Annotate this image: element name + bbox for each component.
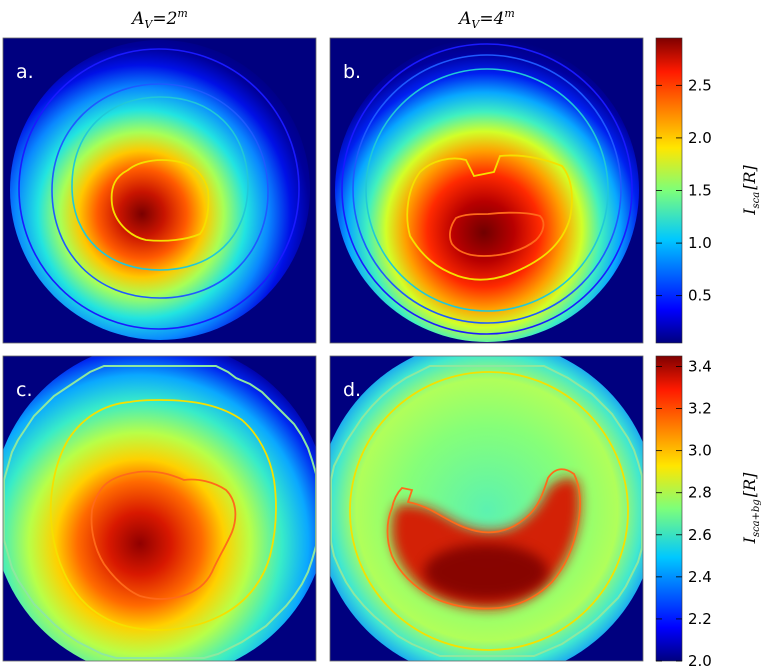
colorbar-bottom-tick-label: 2.0 <box>688 652 712 667</box>
contour-c-2.6 <box>3 365 316 659</box>
contour-b-2.0 <box>406 154 573 281</box>
heatmap-panel-a: a. <box>3 38 316 343</box>
contour-c-3.2 <box>90 470 237 600</box>
contour-d-3.2 <box>386 468 581 610</box>
colorbar-top-tick-label: 1.5 <box>688 182 712 200</box>
colorbar-bottom-tick-label: 3.0 <box>688 442 712 460</box>
colorbar-top-tick-label: 2.0 <box>688 129 712 147</box>
contour-a-1.0 <box>51 83 269 299</box>
contour-d-2.6 <box>330 365 643 657</box>
contour-b-1.5 <box>365 68 609 312</box>
colorbar-bottom-gradient <box>655 355 683 662</box>
intensity-field-d <box>330 356 643 661</box>
intensity-field-b <box>335 38 639 342</box>
colorbar-top-tick-label: 2.5 <box>688 76 712 94</box>
colorbar-bottom-tick-label: 3.2 <box>688 400 712 418</box>
colorbar-top-label: Isca[R] <box>740 164 762 215</box>
contour-b-2.5 <box>449 211 545 257</box>
panel-label-a: a. <box>16 61 34 83</box>
heatmap-panel-b: b. <box>330 38 643 343</box>
intensity-field-c <box>3 356 316 661</box>
colorbar-top-tick-label: 1.0 <box>688 234 712 252</box>
panel-label-c: c. <box>16 379 33 401</box>
colorbar-bottom-label: Isca+bg[R] <box>740 472 762 545</box>
colorbar-bottom-tick-label: 2.2 <box>688 610 712 628</box>
heatmap-panel-d: d. <box>330 356 643 661</box>
contour-c-3.0 <box>49 399 277 631</box>
colorbar-bottom-tick-label: 2.6 <box>688 526 712 544</box>
colorbar-top: 0.5 1.0 1.5 2.0 2.5 Isca[R] <box>655 37 762 344</box>
heatmap-panel-c: c. <box>3 356 316 661</box>
column-title-left: AV=2m <box>130 7 188 31</box>
colorbar-bottom-tick-label: 2.4 <box>688 568 712 586</box>
contour-d-3.0 <box>349 371 629 651</box>
colorbar-bottom: 2.0 2.2 2.4 2.6 2.8 3.0 3.2 3.4 Isca+bg[R] <box>655 355 762 667</box>
contour-a-0.5 <box>18 48 300 330</box>
contour-b-0.5 <box>341 43 633 335</box>
colorbar-top-tick-label: 0.5 <box>688 287 712 305</box>
contour-a-1.5 <box>71 96 249 271</box>
panel-label-b: b. <box>343 61 361 83</box>
column-title-right: AV=4m <box>457 7 515 31</box>
colorbar-bottom-tick-label: 2.8 <box>688 484 712 502</box>
intensity-field-a <box>10 40 310 340</box>
contour-b-1.0 <box>352 54 622 324</box>
colorbar-bottom-tick-label: 3.4 <box>688 358 712 376</box>
panel-label-d: d. <box>343 379 361 401</box>
contour-a-2.0 <box>110 159 210 242</box>
